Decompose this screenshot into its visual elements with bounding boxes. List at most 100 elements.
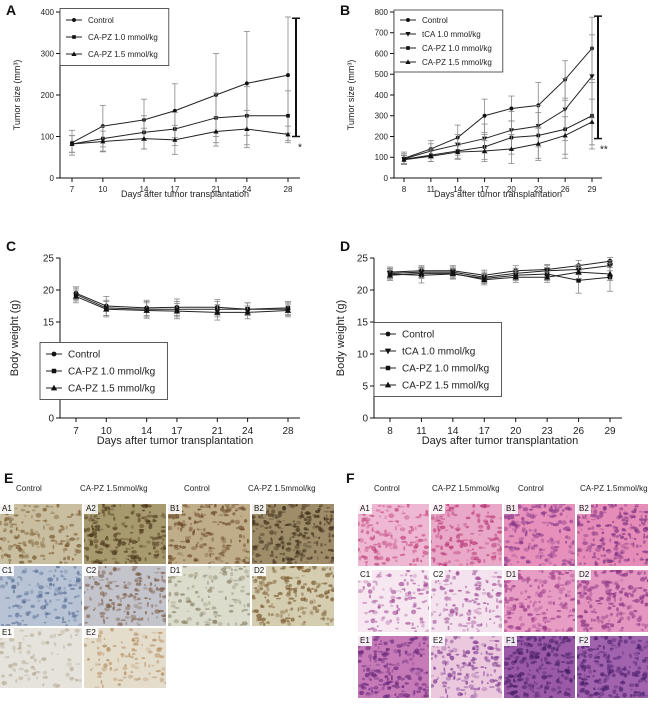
- histology-image-label: D1: [504, 570, 519, 580]
- y-axis-label: Tumor size (mm³): [346, 60, 356, 131]
- significance-label: **: [600, 145, 608, 156]
- legend: Control CA-PZ 1.0 mmol/kg CA-PZ 1.5 mmol/k…: [59, 8, 170, 66]
- legend-marker: [405, 59, 411, 64]
- histology-column-title: Control: [16, 484, 42, 493]
- x-tick-label: 26: [561, 185, 570, 194]
- histology-image-label: C2: [431, 570, 446, 580]
- data-point: [576, 278, 581, 283]
- tissue-texture: [0, 566, 82, 626]
- histology-image-label: F2: [577, 636, 591, 646]
- data-point: [449, 270, 457, 276]
- legend-marker: [72, 35, 76, 39]
- y-tick-label: 20: [43, 286, 55, 297]
- data-point: [509, 106, 514, 111]
- chart-a-tumor-size: 0 100 200 300 400 7 10 14 17 21 24 28 Days after tum…: [12, 8, 302, 199]
- x-tick-label: 8: [402, 185, 407, 194]
- tissue-texture: [358, 636, 429, 698]
- tissue-texture: [577, 636, 648, 698]
- histology-image-c2: C2: [431, 570, 502, 632]
- x-tick-label: 29: [588, 185, 597, 194]
- histology-image-b1: B1: [504, 504, 575, 566]
- chart-c-body-weight: 05101520257101417212428Days after tumor …: [9, 254, 300, 447]
- data-point: [418, 270, 425, 276]
- x-tick-label: 24: [242, 426, 254, 437]
- legend-marker: [71, 51, 77, 56]
- data-point: [589, 119, 595, 124]
- series-4: [386, 265, 614, 286]
- x-axis-label: Days after tumor transplantation: [121, 189, 249, 199]
- data-point: [512, 274, 519, 280]
- histology-image-d2: D2: [577, 570, 648, 632]
- tissue-texture: [577, 570, 648, 632]
- x-tick-label: 21: [212, 185, 221, 194]
- data-point: [455, 149, 461, 155]
- data-point: [143, 307, 150, 313]
- series-3: [69, 109, 291, 155]
- histology-image-d1: D1: [504, 570, 575, 632]
- data-point: [286, 113, 290, 118]
- y-tick-label: 800: [375, 8, 389, 17]
- x-tick-label: 26: [573, 426, 585, 437]
- histology-image-c1: C1: [358, 570, 429, 632]
- data-point: [562, 132, 568, 138]
- x-tick-label: 11: [427, 185, 436, 194]
- x-tick-label: 28: [284, 185, 293, 194]
- x-tick-label: 10: [98, 185, 107, 194]
- legend-entry: CA-PZ 1.0 mmol/kg: [422, 44, 492, 53]
- histology-image-b1: B1: [168, 504, 250, 564]
- data-point: [481, 148, 488, 153]
- x-tick-label: 17: [170, 185, 179, 194]
- x-tick-label: 21: [212, 426, 224, 437]
- data-point: [482, 113, 487, 118]
- histology-image-a2: A2: [84, 504, 166, 564]
- y-tick-label: 300: [41, 49, 55, 58]
- legend-entry: CA-PZ 1.0 mmol/kg: [88, 33, 158, 42]
- x-tick-label: 20: [510, 426, 522, 437]
- series-3: [72, 289, 292, 321]
- series-line: [389, 265, 611, 278]
- y-tick-label: 500: [375, 70, 389, 79]
- tissue-texture: [0, 504, 82, 564]
- histology-image-f1: F1: [504, 636, 575, 698]
- legend: Control tCA 1.0 mmol/kg CA-PZ 1.0 mmol/kg C…: [373, 322, 502, 397]
- histology-image-a2: A2: [431, 504, 502, 566]
- panel-label-f: F: [346, 470, 355, 486]
- histology-image-label: B2: [577, 504, 591, 514]
- histology-column-title: CA-PZ 1.5mmol/kg: [248, 484, 316, 493]
- legend-marker: [384, 381, 392, 388]
- x-tick-label: 28: [282, 426, 294, 437]
- legend-marker: [406, 46, 410, 50]
- legend-entry: CA-PZ 1.5 mmol/kg: [88, 50, 158, 59]
- y-tick-label: 15: [357, 318, 369, 329]
- legend-marker: [385, 365, 391, 371]
- data-point: [69, 141, 75, 146]
- tissue-texture: [84, 566, 166, 626]
- histology-image-e2: E2: [84, 628, 166, 688]
- histology-image-e1: E1: [358, 636, 429, 698]
- y-tick-label: 100: [375, 153, 389, 162]
- histology-panel-e: Control CA-PZ 1.5mmol/kg Control CA-PZ 1.5m…: [0, 480, 340, 708]
- y-tick-label: 0: [362, 414, 368, 425]
- histology-image-a1: A1: [358, 504, 429, 566]
- y-tick-label: 5: [362, 382, 368, 393]
- x-tick-label: 17: [480, 185, 489, 194]
- histology-image-label: D1: [168, 566, 183, 576]
- legend-marker: [50, 384, 58, 391]
- histology-image-label: B1: [168, 504, 182, 514]
- x-tick-label: 10: [101, 426, 113, 437]
- legend-entry: Control: [422, 16, 448, 25]
- histology-image-label: F1: [504, 636, 518, 646]
- y-tick-label: 20: [357, 286, 369, 297]
- histology-column-title: Control: [374, 484, 400, 493]
- histology-image-label: A2: [84, 504, 98, 514]
- data-point: [401, 157, 407, 162]
- data-point: [172, 108, 177, 113]
- histology-column-title: CA-PZ 1.5mmol/kg: [80, 484, 148, 493]
- x-tick-label: 20: [507, 185, 516, 194]
- data-point: [286, 73, 290, 78]
- panel-label-a: A: [6, 2, 17, 18]
- x-tick-label: 7: [70, 185, 75, 194]
- y-tick-label: 400: [375, 91, 389, 100]
- x-tick-label: 29: [604, 426, 616, 437]
- y-axis-label: Body weight (g): [335, 300, 347, 376]
